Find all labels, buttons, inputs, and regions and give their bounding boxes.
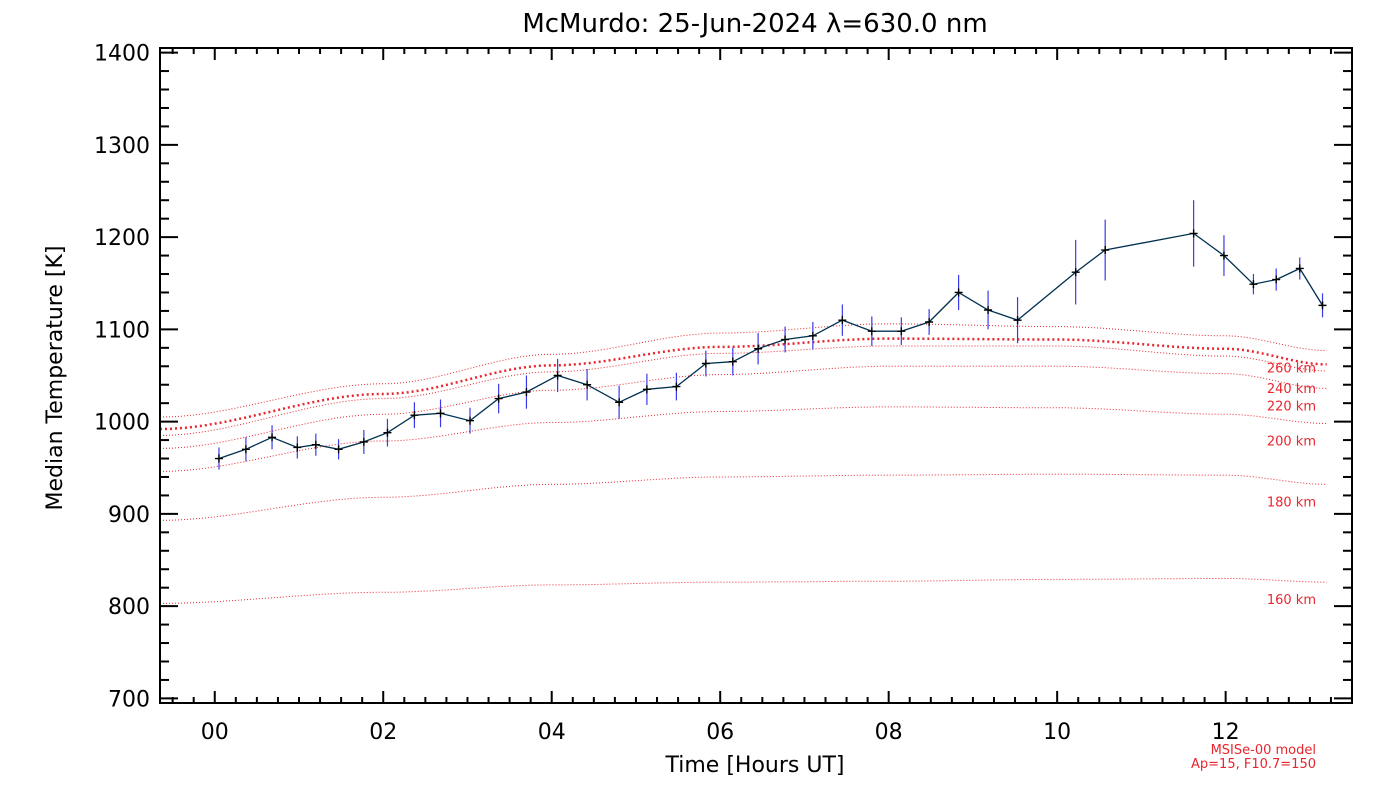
model-curve-3 bbox=[159, 365, 1327, 449]
y-tick-label: 1300 bbox=[94, 134, 150, 159]
y-tick-label: 800 bbox=[108, 595, 150, 620]
data-point bbox=[241, 445, 250, 454]
data-point bbox=[334, 445, 343, 454]
y-tick-label: 1000 bbox=[94, 411, 150, 436]
data-point bbox=[728, 357, 737, 366]
model-curve-label-5: 260 km bbox=[1267, 362, 1316, 377]
data-point bbox=[494, 394, 503, 403]
data-point bbox=[1272, 275, 1281, 284]
x-tick-label: 08 bbox=[875, 720, 903, 745]
data-point bbox=[1318, 301, 1327, 310]
data-point bbox=[410, 411, 419, 420]
data-point bbox=[1295, 264, 1304, 273]
data-series-line bbox=[218, 232, 1324, 460]
data-point bbox=[214, 454, 223, 463]
data-point bbox=[642, 385, 651, 394]
y-tick-label: 900 bbox=[108, 503, 150, 528]
data-point bbox=[436, 409, 445, 418]
data-point bbox=[293, 443, 302, 452]
x-tick-label: 06 bbox=[706, 720, 734, 745]
data-point bbox=[701, 359, 710, 368]
plot-area: 160 km 180 km 200 km 220 km 240 km 260 km 00 02… bbox=[94, 42, 1353, 745]
data-point bbox=[1219, 251, 1228, 260]
x-tick-label: 12 bbox=[1212, 720, 1240, 745]
model-note-line-1: MSISe-00 model bbox=[1211, 743, 1316, 758]
x-tick-label: 04 bbox=[538, 720, 566, 745]
y-axis-label: Median Temperature [K] bbox=[43, 246, 68, 511]
model-curve-label-3: 220 km bbox=[1267, 399, 1316, 414]
data-point bbox=[553, 371, 562, 380]
y-tick-label: 1200 bbox=[94, 226, 150, 251]
data-point bbox=[867, 327, 876, 336]
data-point bbox=[615, 398, 624, 407]
model-curve-4 bbox=[159, 345, 1327, 436]
model-curve-highlight bbox=[160, 337, 1327, 431]
plot-frame bbox=[159, 47, 1353, 704]
x-tick-label: 02 bbox=[369, 720, 397, 745]
data-point bbox=[672, 382, 681, 391]
data-point bbox=[781, 335, 790, 344]
x-tick-label: 10 bbox=[1043, 720, 1071, 745]
data-point bbox=[1101, 246, 1110, 255]
data-point bbox=[522, 388, 531, 397]
data-point bbox=[1249, 280, 1258, 289]
data-point bbox=[1013, 316, 1022, 325]
data-point bbox=[268, 433, 277, 442]
model-curve-label-2: 200 km bbox=[1267, 434, 1316, 449]
model-note-line-2: Ap=15, F10.7=150 bbox=[1191, 757, 1316, 772]
data-point bbox=[583, 380, 592, 389]
model-curve-2 bbox=[160, 406, 1327, 472]
data-point bbox=[383, 428, 392, 437]
model-curve-5 bbox=[160, 323, 1327, 418]
model-curve-0 bbox=[160, 578, 1327, 604]
model-curve-label-0: 160 km bbox=[1267, 593, 1316, 608]
data-point bbox=[925, 317, 934, 326]
chart-title: McMurdo: 25-Jun-2024 λ=630.0 nm bbox=[522, 9, 987, 39]
x-tick-label: 00 bbox=[201, 720, 229, 745]
model-curve-1 bbox=[160, 473, 1327, 521]
model-curve-label-1: 180 km bbox=[1267, 495, 1316, 510]
data-point bbox=[1071, 268, 1080, 277]
data-point bbox=[1189, 229, 1198, 238]
data-point bbox=[359, 437, 368, 446]
data-point bbox=[808, 331, 817, 340]
y-tick-label: 1400 bbox=[94, 42, 150, 67]
data-point bbox=[897, 327, 906, 336]
data-point bbox=[754, 344, 763, 353]
y-tick-label: 1100 bbox=[94, 318, 150, 343]
model-curve-label-4: 240 km bbox=[1267, 382, 1316, 397]
x-axis-label: Time [Hours UT] bbox=[665, 753, 845, 778]
data-point bbox=[838, 316, 847, 325]
data-point bbox=[984, 306, 993, 314]
data-point bbox=[954, 288, 963, 297]
data-point bbox=[466, 416, 475, 425]
y-tick-label: 700 bbox=[108, 687, 150, 712]
data-point bbox=[311, 440, 320, 449]
